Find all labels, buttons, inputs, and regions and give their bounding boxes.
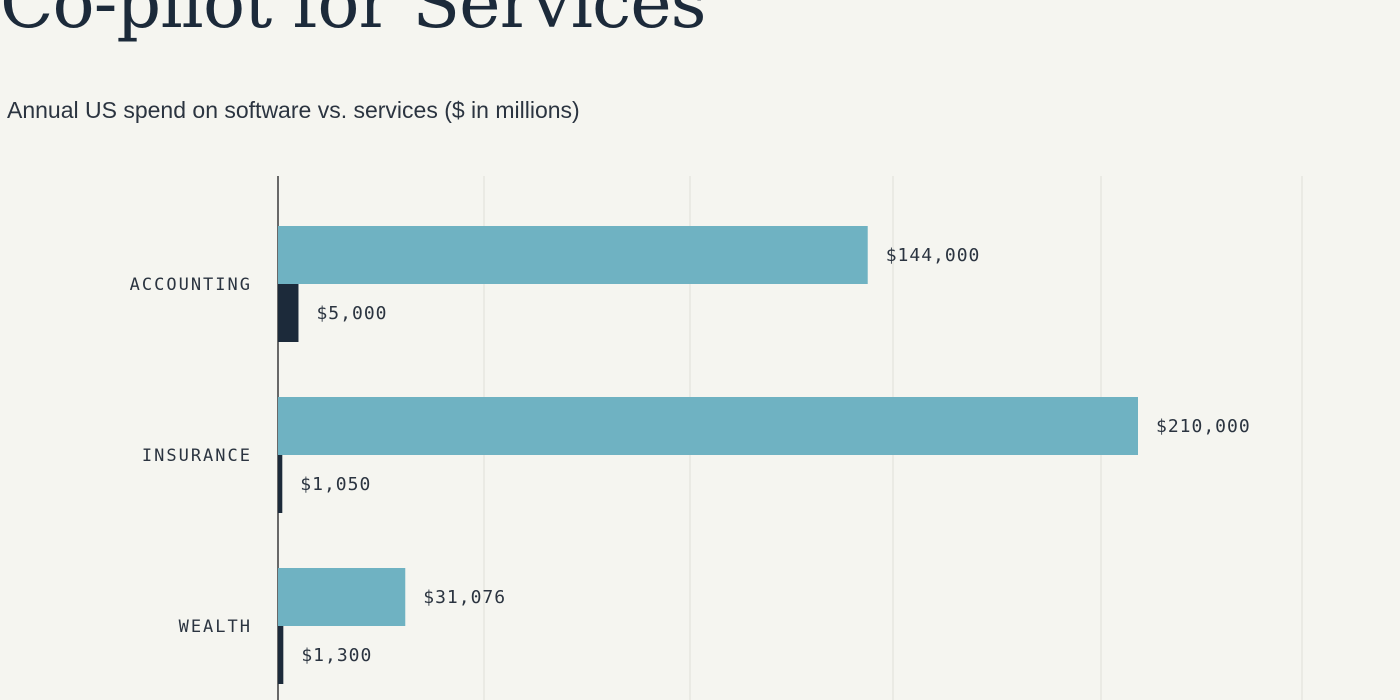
category-label: WEALTH bbox=[179, 617, 252, 637]
software-bar bbox=[278, 455, 283, 513]
software-value-label: $5,000 bbox=[316, 303, 387, 324]
services-value-label: $210,000 bbox=[1156, 416, 1251, 437]
software-bar bbox=[278, 284, 299, 342]
category-label: INSURANCE bbox=[142, 446, 252, 466]
software-value-label: $1,050 bbox=[300, 474, 371, 495]
page-title: Co-pilot for Services bbox=[0, 0, 707, 44]
services-bar bbox=[278, 397, 1138, 455]
services-bar bbox=[278, 226, 868, 284]
services-bar bbox=[278, 568, 406, 626]
services-value-label: $144,000 bbox=[886, 245, 981, 266]
chart-subtitle: Annual US spend on software vs. services… bbox=[7, 97, 580, 123]
services-value-label: $31,076 bbox=[423, 587, 506, 608]
software-bar bbox=[278, 626, 284, 684]
category-label: ACCOUNTING bbox=[130, 275, 252, 295]
software-value-label: $1,300 bbox=[301, 645, 372, 666]
